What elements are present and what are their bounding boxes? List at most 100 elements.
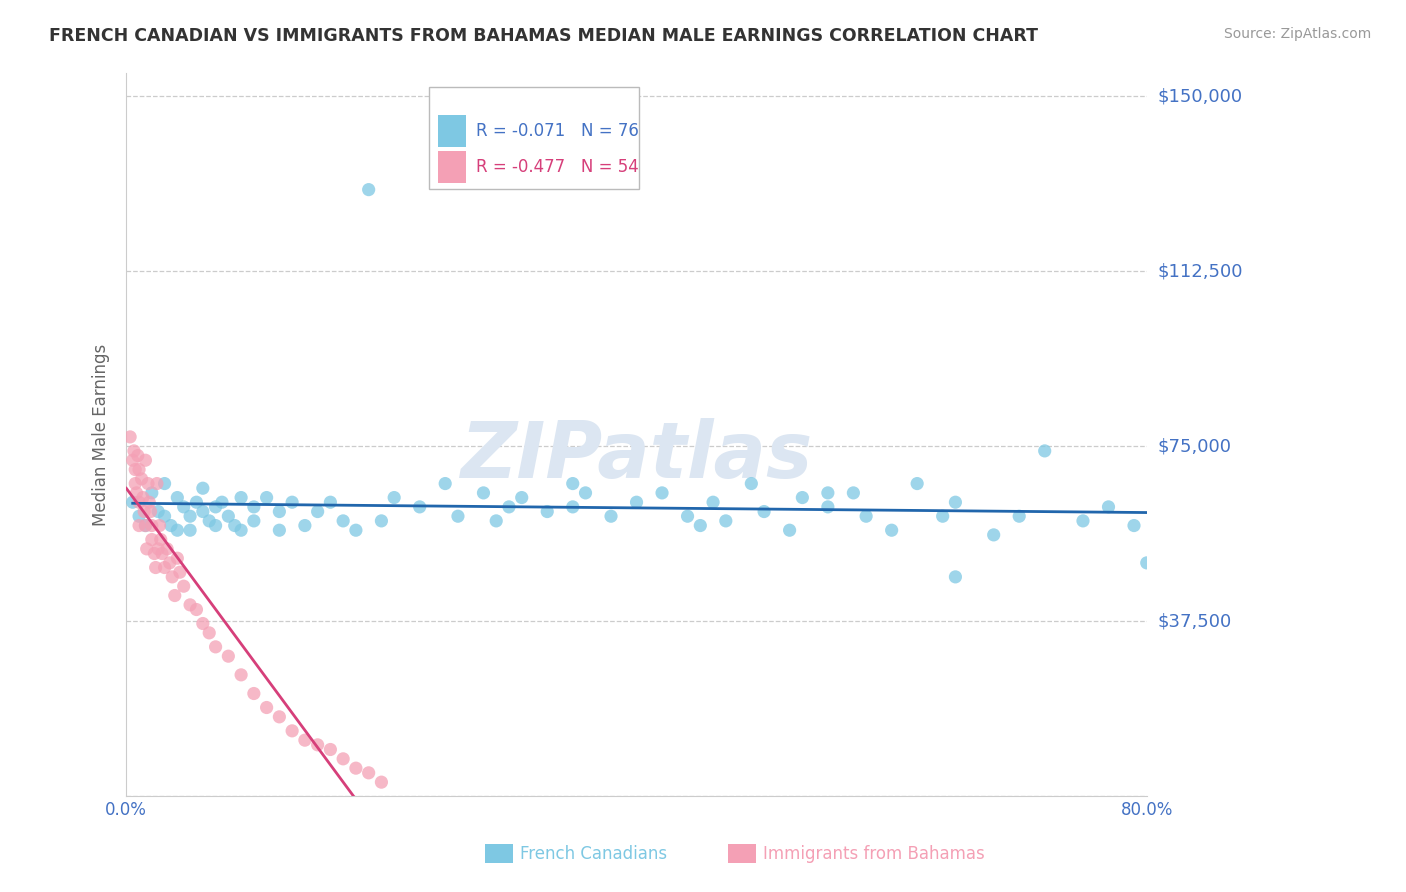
Point <box>1008 509 1031 524</box>
Point <box>344 761 367 775</box>
Point <box>740 476 762 491</box>
Point <box>217 649 239 664</box>
Point <box>153 509 176 524</box>
Point <box>281 495 304 509</box>
Point <box>332 752 354 766</box>
Point <box>256 491 278 505</box>
Point <box>472 486 495 500</box>
Point <box>149 533 172 547</box>
Point <box>229 668 252 682</box>
Point <box>370 514 392 528</box>
Point <box>229 523 252 537</box>
Point <box>153 560 176 574</box>
Point <box>160 570 183 584</box>
Point <box>600 509 623 524</box>
Point <box>626 495 648 509</box>
Point <box>332 514 354 528</box>
Point <box>169 565 191 579</box>
Point <box>120 430 142 444</box>
Point <box>344 523 367 537</box>
Point <box>307 738 329 752</box>
Point <box>124 476 146 491</box>
Point <box>382 491 405 505</box>
Point <box>536 504 558 518</box>
Point <box>145 560 167 574</box>
Point <box>156 541 179 556</box>
Point <box>159 556 181 570</box>
Point <box>138 495 160 509</box>
Point <box>191 504 214 518</box>
Point <box>945 495 967 509</box>
Point <box>817 500 839 514</box>
Point <box>127 449 149 463</box>
Point <box>945 570 967 584</box>
Point <box>676 509 699 524</box>
Point <box>485 514 508 528</box>
Point <box>561 476 583 491</box>
Point <box>191 481 214 495</box>
Point <box>134 504 156 518</box>
Text: $37,500: $37,500 <box>1159 612 1232 630</box>
Point <box>714 514 737 528</box>
Point <box>132 491 155 505</box>
Point <box>408 500 430 514</box>
Point <box>307 504 329 518</box>
Point <box>124 462 146 476</box>
Point <box>198 514 221 528</box>
Point <box>243 686 266 700</box>
Point <box>148 504 170 518</box>
Point <box>269 523 291 537</box>
Point <box>143 547 166 561</box>
Point <box>128 518 150 533</box>
Point <box>434 476 457 491</box>
Point <box>983 528 1005 542</box>
Text: Source: ZipAtlas.com: Source: ZipAtlas.com <box>1223 27 1371 41</box>
Point <box>141 518 163 533</box>
Point <box>880 523 903 537</box>
Point <box>173 579 195 593</box>
Point <box>1136 556 1159 570</box>
Point <box>128 509 150 524</box>
Point <box>166 523 188 537</box>
Point <box>1097 500 1119 514</box>
Text: FRENCH CANADIAN VS IMMIGRANTS FROM BAHAMAS MEDIAN MALE EARNINGS CORRELATION CHAR: FRENCH CANADIAN VS IMMIGRANTS FROM BAHAM… <box>49 27 1038 45</box>
Y-axis label: Median Male Earnings: Median Male Earnings <box>93 343 110 525</box>
Point <box>357 765 380 780</box>
Point <box>752 504 775 518</box>
Point <box>357 183 380 197</box>
Point <box>179 509 201 524</box>
Point <box>166 491 188 505</box>
Point <box>224 518 246 533</box>
Point <box>689 518 711 533</box>
Point <box>294 733 316 747</box>
Point <box>128 462 150 476</box>
Point <box>128 495 150 509</box>
FancyBboxPatch shape <box>429 87 638 189</box>
Point <box>186 602 208 616</box>
Point <box>1033 443 1056 458</box>
Point <box>136 476 159 491</box>
Point <box>160 518 183 533</box>
Point <box>148 541 170 556</box>
Point <box>204 500 226 514</box>
Point <box>134 518 156 533</box>
Point <box>1123 518 1146 533</box>
Point <box>139 504 162 518</box>
Point <box>173 500 195 514</box>
Point <box>150 547 173 561</box>
Point <box>134 518 156 533</box>
Point <box>702 495 724 509</box>
Point <box>269 710 291 724</box>
Point <box>281 723 304 738</box>
Point <box>1071 514 1094 528</box>
Point <box>842 486 865 500</box>
Point <box>125 486 148 500</box>
Point <box>792 491 814 505</box>
Bar <box>437 151 467 183</box>
Point <box>146 476 169 491</box>
Point <box>510 491 533 505</box>
Point <box>141 533 163 547</box>
Point <box>256 700 278 714</box>
Point <box>121 495 143 509</box>
Point <box>229 491 252 505</box>
